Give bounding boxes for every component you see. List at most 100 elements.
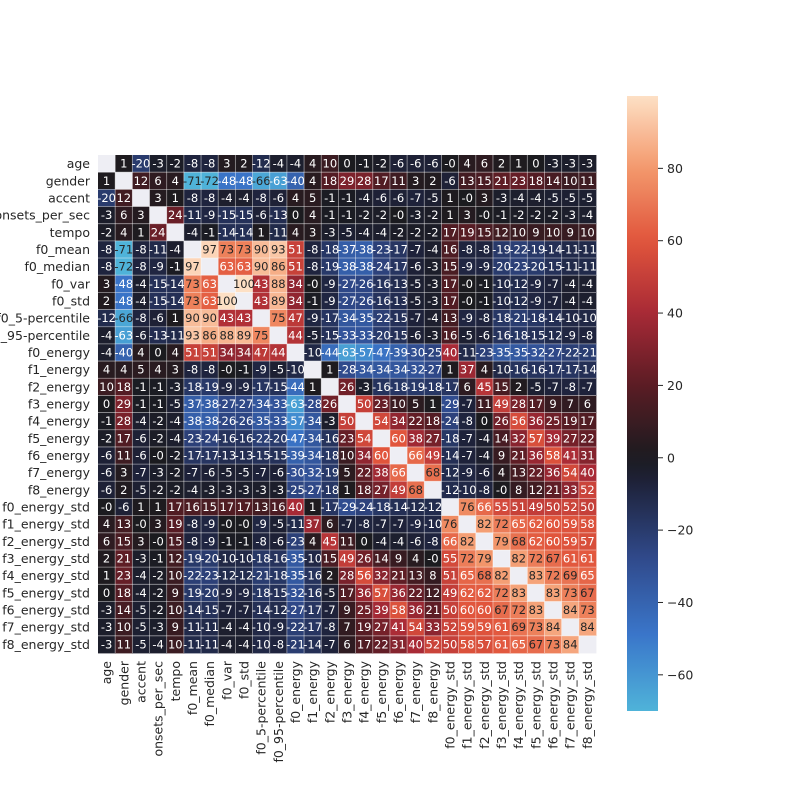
heatmap-cell [269,446,288,465]
heatmap-cell-label: 3 [481,191,488,205]
heatmap-cell [338,635,356,654]
heatmap-cell [510,223,528,242]
x-tick-label: f5_energy [374,660,389,723]
heatmap-cell [441,567,460,585]
heatmap-cell-label: 17 [443,277,458,291]
heatmap-cell-label: -17 [389,242,408,256]
heatmap-cell [389,378,408,396]
heatmap-cell [578,584,597,602]
heatmap-cell-label: -29 [338,500,357,514]
heatmap-cell [132,618,150,637]
heatmap-cell [527,223,545,242]
heatmap-cell-label: -6 [135,431,146,445]
heatmap-cell-label: -10 [235,552,254,566]
heatmap-cell [355,464,374,482]
heatmap-cell-label: -1 [341,191,352,205]
heatmap-cell [424,275,442,293]
heatmap-cell [561,275,580,293]
heatmap-cell-label: -34 [389,363,408,377]
heatmap-cell [578,206,597,225]
heatmap-cell-label: -5 [307,328,318,342]
heatmap-cell-label: -7 [547,277,558,291]
heatmap-cell-label: -2 [101,431,112,445]
heatmap-cell-label: -5 [135,603,146,617]
heatmap-cell [492,189,511,207]
heatmap-cell-label: -25 [423,345,442,359]
heatmap-cell [149,292,168,310]
heatmap-cell-label: -4 [513,191,524,205]
heatmap-cell-label: 23 [340,431,355,445]
heatmap-cell-label: 54 [408,620,423,634]
heatmap-cell [424,258,442,276]
heatmap-cell-label: 60 [391,431,406,445]
heatmap-cell [544,361,563,379]
heatmap-cell [355,223,374,242]
heatmap-cell-label: -11 [286,517,305,531]
heatmap-cell [561,361,580,379]
heatmap-cell [115,446,133,465]
heatmap-cell [458,240,477,259]
heatmap-cell [115,292,133,310]
heatmap-cell [115,601,133,620]
heatmap-cell [115,189,133,207]
heatmap-cell-label: 4 [498,466,505,480]
heatmap-cell-label: -3 [324,414,335,428]
heatmap-cell [407,378,425,396]
heatmap-cell [115,258,133,276]
heatmap-cell-label: 13 [116,517,131,531]
heatmap-cell [252,446,271,465]
heatmap-cell [492,532,511,551]
heatmap-cell-label: -6 [118,500,129,514]
heatmap-cell-label: -23 [372,242,391,256]
heatmap-cell [218,498,236,517]
heatmap-cell-label: -6 [427,157,438,171]
heatmap-cell-label: 12 [168,552,183,566]
heatmap-cell [235,515,253,534]
heatmap-cell [98,395,116,413]
heatmap-cell-label: -15 [269,449,288,463]
heatmap-cell [458,412,477,431]
heatmap-cell [527,206,545,225]
heatmap-cell [115,584,133,602]
heatmap-cell [338,172,356,190]
heatmap-cell [149,223,168,242]
heatmap-cell [355,240,374,259]
heatmap-cell [183,618,202,637]
heatmap-cell-label: 26 [494,414,509,428]
heatmap-cell [475,584,494,602]
heatmap-cell [441,361,460,379]
heatmap-cell [252,412,271,431]
heatmap-cell [355,292,374,310]
heatmap-cell-label: 12 [116,191,131,205]
heatmap-cell [424,155,442,173]
heatmap-cell [286,618,305,637]
heatmap-cell-label: -37 [338,242,357,256]
heatmap-cell-label: 73 [580,603,595,617]
heatmap-cell-label: -15 [389,328,408,342]
heatmap-cell-label: -7 [547,294,558,308]
heatmap-cell [149,172,168,190]
heatmap-cell [183,635,202,654]
heatmap-cell [407,309,425,328]
heatmap-cell-label: 21 [391,569,406,583]
heatmap-cell [475,378,494,396]
heatmap-cell-label: 55 [443,552,458,566]
heatmap-cell [424,172,442,190]
heatmap-cell [355,498,374,517]
heatmap-cell-label: -4 [221,637,232,651]
heatmap-cell [183,309,202,328]
heatmap-cell-label: -5 [341,225,352,239]
heatmap-cell [578,172,597,190]
heatmap-cell [235,446,253,465]
heatmap-cell-label: -8 [479,311,490,325]
heatmap-cell-label: 19 [460,225,475,239]
heatmap-cell-label: 2 [103,552,110,566]
heatmap-cell-label: 65 [511,517,526,531]
heatmap-cell-label: -9 [204,208,215,222]
heatmap-cell-label: 56 [511,414,526,428]
heatmap-cell [475,172,494,190]
heatmap-cells [98,155,597,654]
heatmap-cell-label: -4 [187,225,198,239]
heatmap-cell [132,223,150,242]
heatmap-cell [475,343,494,362]
